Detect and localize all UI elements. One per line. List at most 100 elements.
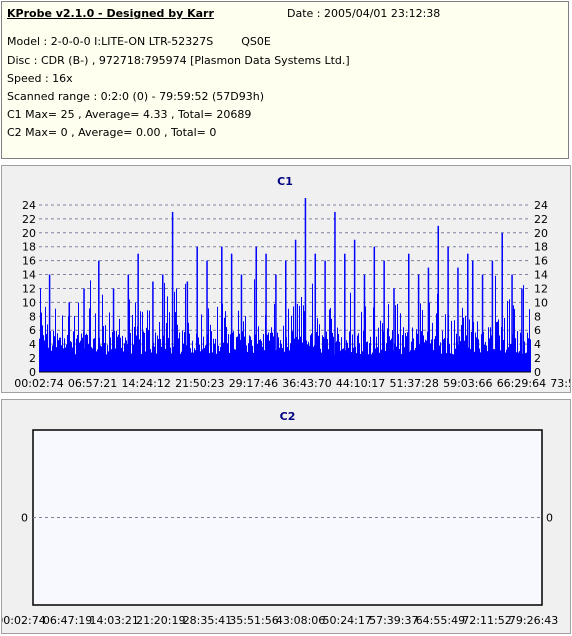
c1-bar xyxy=(527,332,528,372)
c1-bar xyxy=(41,312,42,372)
c1-bar xyxy=(415,347,416,372)
c1-spike xyxy=(353,239,356,372)
c1-bar xyxy=(287,347,288,372)
c1-bar xyxy=(488,327,489,372)
c1-bar xyxy=(466,335,467,372)
c1-spike xyxy=(275,274,277,372)
c1-bar xyxy=(75,354,76,372)
x-tick-label: 43:08:06 xyxy=(276,614,325,627)
speed-line: Speed : 16x xyxy=(7,72,73,85)
c1-bar xyxy=(184,332,185,372)
c1-bar xyxy=(77,334,78,372)
c1-bar xyxy=(158,339,159,372)
c1-bar xyxy=(169,312,170,372)
c1-spike xyxy=(127,274,130,372)
c1-bar xyxy=(496,322,497,372)
x-tick-label: 21:20:19 xyxy=(136,614,185,627)
c1-bar xyxy=(139,339,140,372)
c1-bar xyxy=(308,341,309,372)
c1-bar xyxy=(464,340,465,372)
c1-bar xyxy=(72,347,73,372)
c2-summary-line: C2 Max= 0 , Average= 0.00 , Total= 0 xyxy=(7,126,217,139)
c2-chart-panel: C2 0 0 00:02:7406:47:1914:03:2121:20:1928:3… xyxy=(1,399,571,634)
c1-bar xyxy=(204,348,205,372)
c1-bar xyxy=(200,351,201,372)
c1-bar xyxy=(487,351,488,372)
c1-bar xyxy=(247,351,248,372)
c1-bar xyxy=(385,351,386,372)
c1-bar xyxy=(459,336,460,372)
c1-bar xyxy=(40,288,41,372)
c1-bar xyxy=(166,323,167,372)
c1-bar xyxy=(529,309,530,372)
c1-bar xyxy=(156,353,157,372)
c1-bar xyxy=(230,334,231,372)
c1-bar xyxy=(350,292,351,372)
c1-bar xyxy=(104,342,105,372)
c1-spike xyxy=(255,246,257,372)
x-tick-label: 28:35:41 xyxy=(183,614,232,627)
c1-bar xyxy=(63,348,64,372)
c1-bar xyxy=(340,350,341,372)
c1-bar xyxy=(177,324,178,372)
c1-bar xyxy=(46,334,47,372)
c1-bar xyxy=(389,336,390,372)
c1-bar xyxy=(451,320,452,372)
c1-bar xyxy=(454,320,455,372)
c1-bar xyxy=(504,317,505,372)
c1-spike xyxy=(491,260,494,372)
c1-chart-panel: C1 0 0 2 2 4 4 6 6 8 8 10 10 12 12 14 14 16 16 18 18 20 20 22 22… xyxy=(1,165,571,393)
c1-bar xyxy=(209,353,210,372)
scan-date: Date : 2005/04/01 23:12:38 xyxy=(287,7,441,20)
c1-bar xyxy=(360,353,361,372)
c1-bar xyxy=(90,280,91,372)
c1-bar xyxy=(218,345,219,372)
c1-bar xyxy=(473,322,474,372)
c1-bar xyxy=(244,336,245,372)
c1-bar xyxy=(323,337,324,372)
c1-bar xyxy=(267,334,268,372)
c1-bar xyxy=(309,345,310,372)
c1-bar xyxy=(70,341,71,372)
c1-bar xyxy=(143,331,144,372)
c1-bar xyxy=(412,327,413,372)
c1-bar xyxy=(390,340,391,372)
c1-bar xyxy=(441,353,442,372)
c1-bar xyxy=(205,345,206,372)
c1-bar xyxy=(225,311,226,372)
c1-bar xyxy=(517,331,518,372)
c1-bar xyxy=(92,348,93,372)
chart-title: C1 xyxy=(277,175,293,188)
c1-bar xyxy=(272,332,273,372)
c1-bar xyxy=(312,283,313,372)
c1-bar xyxy=(336,341,337,372)
c1-spike xyxy=(137,253,139,372)
c1-bar xyxy=(50,331,51,372)
c1-bar xyxy=(530,339,531,372)
c1-bar xyxy=(453,354,454,372)
c1-bar xyxy=(440,342,441,372)
model-line: Model : 2-0-0-0 I:LITE-ON LTR-52327S QS0… xyxy=(7,35,271,48)
c1-bar xyxy=(461,325,462,372)
c1-bar xyxy=(185,283,186,372)
c1-bar xyxy=(201,314,202,372)
c1-bar xyxy=(243,321,244,372)
c1-spike xyxy=(68,302,71,372)
c1-bar xyxy=(150,349,151,372)
c1-bar xyxy=(268,332,269,372)
y-tick-label: 4 xyxy=(29,338,36,351)
c1-bar xyxy=(380,320,381,372)
y-tick-label-right: 12 xyxy=(534,282,548,295)
c1-bar xyxy=(445,314,446,372)
y-tick-label: 6 xyxy=(29,324,36,337)
c1-bar xyxy=(343,348,344,372)
c1-bar xyxy=(252,345,253,372)
c1-bar xyxy=(164,282,165,372)
c1-bar xyxy=(422,309,423,372)
c1-bar xyxy=(215,338,216,372)
c1-bar xyxy=(330,307,331,372)
c1-bar xyxy=(281,343,282,372)
c1-bar xyxy=(220,346,221,372)
c1-bar xyxy=(388,304,389,372)
c1-bar xyxy=(518,352,519,372)
